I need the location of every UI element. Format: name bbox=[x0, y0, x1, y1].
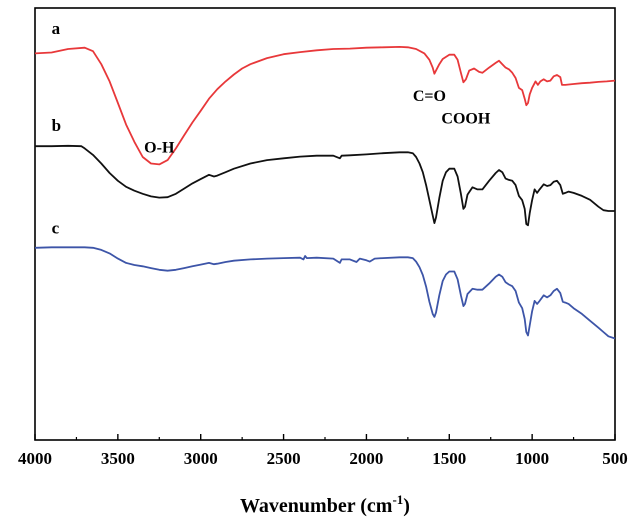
x-axis-label-exp: -1 bbox=[392, 492, 403, 507]
peak-annotation: C=O bbox=[413, 88, 446, 105]
series-line-c bbox=[34, 246, 616, 340]
labels-layer: a b c O-H C=O COOH bbox=[52, 19, 491, 238]
x-tick-label: 3000 bbox=[184, 449, 218, 468]
x-tick-label: 4000 bbox=[18, 449, 52, 468]
x-axis-ticks: 4000 3500 3000 2500 2000 1500 1000 500 bbox=[18, 434, 628, 468]
x-tick-label: 500 bbox=[602, 449, 628, 468]
peak-annotation: COOH bbox=[441, 110, 490, 127]
x-axis-label-unit: cm bbox=[367, 495, 393, 517]
x-tick-label: 1000 bbox=[515, 449, 549, 468]
series-label-c: c bbox=[52, 219, 60, 238]
x-axis-label-open: ( bbox=[355, 495, 367, 517]
x-axis-label-close: ) bbox=[403, 495, 410, 517]
x-tick-label: 2000 bbox=[349, 449, 383, 468]
x-tick-label: 2500 bbox=[267, 449, 301, 468]
x-tick-label: 3500 bbox=[101, 449, 135, 468]
x-axis-label-main: Wavenumber bbox=[240, 495, 356, 517]
series-line-a bbox=[34, 46, 616, 166]
series-label-b: b bbox=[52, 116, 61, 135]
x-axis-label: Wavenumber (cm-1) bbox=[240, 492, 410, 517]
series-line-b bbox=[35, 144, 615, 227]
series-layer bbox=[34, 46, 616, 340]
peak-annotation: O-H bbox=[144, 140, 175, 157]
x-tick-label: 1500 bbox=[432, 449, 466, 468]
series-label-a: a bbox=[52, 19, 61, 38]
